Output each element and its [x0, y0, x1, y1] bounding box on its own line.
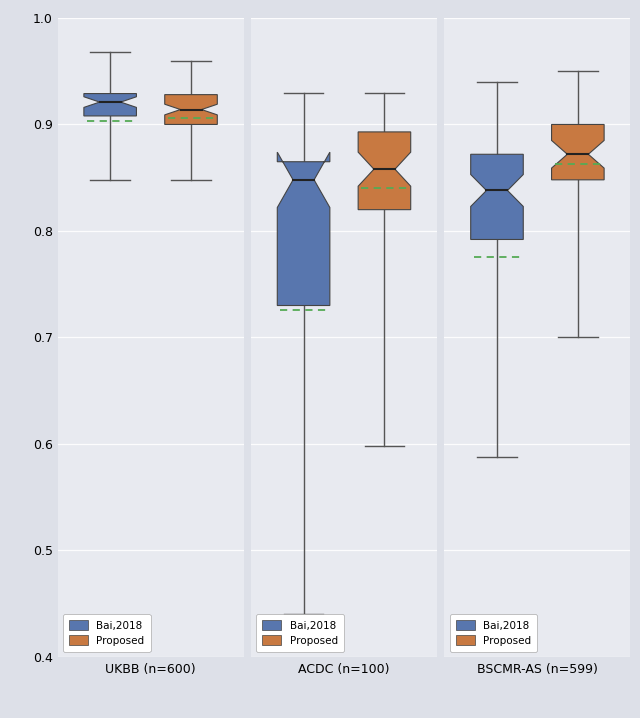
Legend: Bai,2018, Proposed: Bai,2018, Proposed: [450, 614, 538, 652]
Polygon shape: [552, 124, 604, 180]
Polygon shape: [277, 152, 330, 306]
Polygon shape: [84, 93, 136, 116]
Polygon shape: [164, 95, 218, 124]
X-axis label: ACDC (n=100): ACDC (n=100): [298, 663, 390, 676]
X-axis label: UKBB (n=600): UKBB (n=600): [105, 663, 196, 676]
Polygon shape: [358, 132, 411, 210]
Polygon shape: [470, 154, 524, 240]
X-axis label: BSCMR-AS (n=599): BSCMR-AS (n=599): [477, 663, 598, 676]
Legend: Bai,2018, Proposed: Bai,2018, Proposed: [256, 614, 344, 652]
Legend: Bai,2018, Proposed: Bai,2018, Proposed: [63, 614, 150, 652]
